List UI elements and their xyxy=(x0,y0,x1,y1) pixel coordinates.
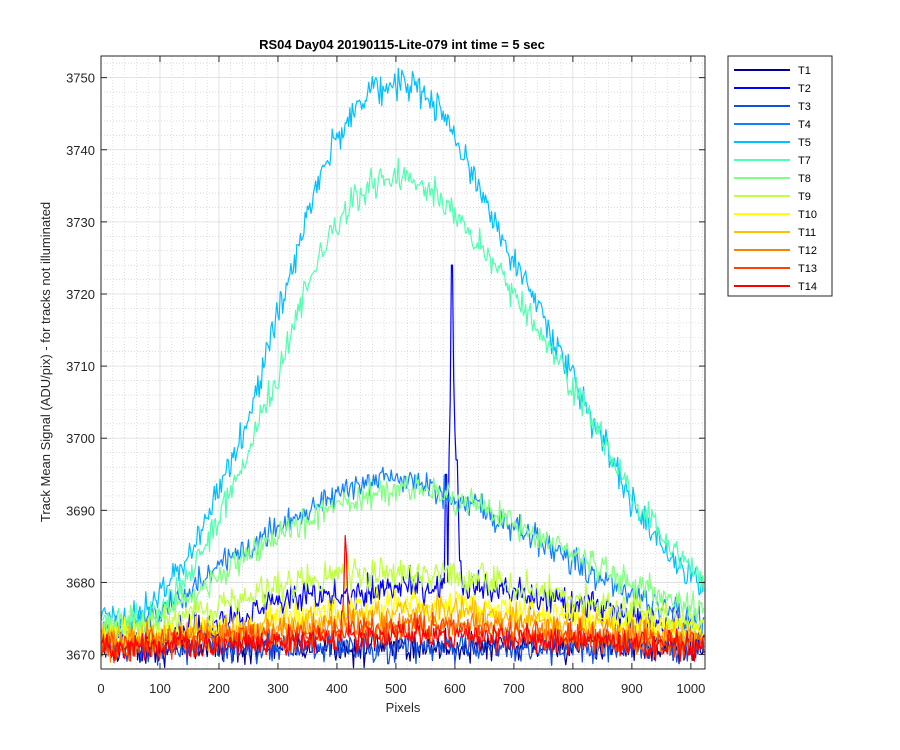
legend-label-t13: T13 xyxy=(798,263,817,275)
chart-title: RS04 Day04 20190115-Lite-079 int time = … xyxy=(259,37,545,52)
series-line-t5 xyxy=(101,67,705,637)
x-tick-label: 600 xyxy=(444,681,466,696)
x-tick-label: 700 xyxy=(503,681,525,696)
y-tick-label: 3690 xyxy=(66,503,95,518)
series-line-t7 xyxy=(101,157,705,644)
plot-area: 0 100 200 300 400 500 600 700 800 900 1000 3670 368… xyxy=(66,55,706,696)
y-tick-label: 3680 xyxy=(66,575,95,590)
legend-label-t4: T4 xyxy=(798,119,811,131)
x-axis-label: Pixels xyxy=(386,700,421,715)
legend-label-t7: T7 xyxy=(798,155,811,167)
y-tick-labels: 3670 3680 3690 3700 3710 3720 3730 3740 3750 xyxy=(66,71,95,663)
legend-label-t3: T3 xyxy=(798,101,811,113)
tick-marks xyxy=(100,56,705,669)
y-tick-label: 3670 xyxy=(66,648,95,663)
x-tick-label: 100 xyxy=(149,681,171,696)
x-tick-label: 1000 xyxy=(676,681,705,696)
y-tick-label: 3750 xyxy=(66,71,95,86)
legend-label-t9: T9 xyxy=(798,191,811,203)
y-tick-label: 3720 xyxy=(66,287,95,302)
legend: T1 T2 T3 T4 T5 T7 T8 T9 T10 T11 T12 T13 T14 xyxy=(727,55,833,297)
x-tick-label: 300 xyxy=(267,681,289,696)
x-tick-labels: 0 100 200 300 400 500 600 700 800 900 1000 xyxy=(97,681,705,696)
y-axis-label: Track Mean Signal (ADU/pix) - for tracks… xyxy=(38,202,53,522)
legend-label-t8: T8 xyxy=(798,173,811,185)
x-tick-label: 900 xyxy=(621,681,643,696)
series-line-t13 xyxy=(101,612,705,664)
y-tick-label: 3700 xyxy=(66,431,95,446)
legend-label-t5: T5 xyxy=(798,137,811,149)
x-tick-label: 400 xyxy=(326,681,348,696)
series-line-t3 xyxy=(101,626,705,666)
legend-label-t10: T10 xyxy=(798,209,817,221)
y-tick-label: 3710 xyxy=(66,359,95,374)
legend-label-t11: T11 xyxy=(798,227,816,239)
x-tick-label: 200 xyxy=(208,681,230,696)
legend-label-t2: T2 xyxy=(798,83,811,95)
series-layer xyxy=(101,67,705,669)
x-tick-label: 500 xyxy=(385,681,407,696)
series-line-t14 xyxy=(101,535,705,663)
legend-label-t12: T12 xyxy=(798,245,817,257)
x-tick-label: 0 xyxy=(97,681,104,696)
legend-label-t1: T1 xyxy=(798,65,811,77)
series-line-t8 xyxy=(101,474,705,647)
y-tick-label: 3730 xyxy=(66,215,95,230)
series-line-t9 xyxy=(101,554,705,650)
x-tick-label: 800 xyxy=(562,681,584,696)
y-tick-label: 3740 xyxy=(66,143,95,158)
legend-label-t14: T14 xyxy=(798,281,817,293)
